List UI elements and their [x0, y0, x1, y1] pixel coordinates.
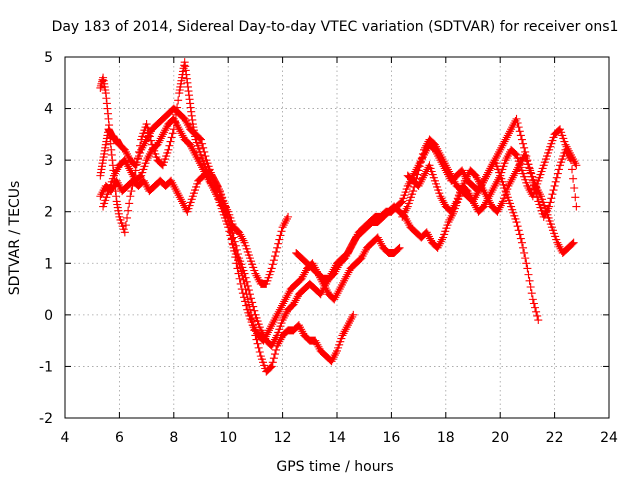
plus-markers [403, 125, 581, 216]
x-tick-label: 14 [328, 430, 346, 446]
y-tick-label: 2 [44, 205, 53, 221]
y-tick-label: 1 [44, 256, 53, 272]
y-tick-label: 5 [44, 50, 53, 66]
chart-title: Day 183 of 2014, Sidereal Day-to-day VTE… [52, 19, 619, 35]
x-tick-label: 8 [169, 430, 178, 446]
x-tick-label: 20 [491, 430, 509, 446]
y-tick-label: 4 [44, 102, 53, 118]
x-tick-label: 16 [382, 430, 400, 446]
y-tick-label: -2 [39, 411, 53, 427]
y-tick-label: 0 [44, 308, 53, 324]
x-tick-label: 6 [115, 430, 124, 446]
x-tick-label: 12 [274, 430, 292, 446]
grid [65, 57, 609, 418]
y-tick-label: -1 [39, 359, 53, 375]
x-tick-label: 4 [61, 430, 70, 446]
x-axis-label: GPS time / hours [276, 459, 393, 475]
x-tick-label: 10 [219, 430, 237, 446]
data-markers [96, 58, 581, 376]
series-arc-2 [96, 58, 358, 376]
series-arc-7 [403, 125, 581, 216]
plus-markers [96, 58, 358, 376]
x-tick-label: 24 [600, 430, 618, 446]
y-axis-label: SDTVAR / TECUs [7, 181, 23, 296]
plot-frame [64, 56, 610, 419]
x-tick-label: 22 [546, 430, 564, 446]
x-tick-label: 18 [437, 430, 455, 446]
y-tick-label: 3 [44, 153, 53, 169]
